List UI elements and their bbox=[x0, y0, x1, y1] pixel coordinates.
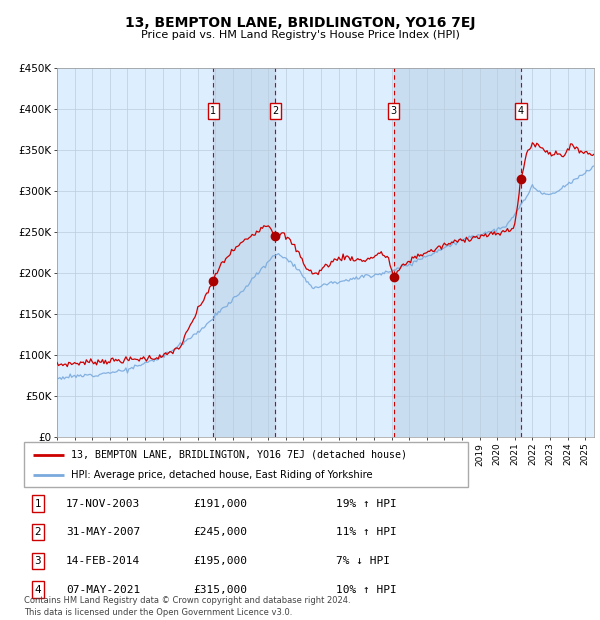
Text: 7% ↓ HPI: 7% ↓ HPI bbox=[337, 556, 391, 566]
Text: 10% ↑ HPI: 10% ↑ HPI bbox=[337, 585, 397, 595]
Text: 1: 1 bbox=[35, 498, 41, 508]
Text: 3: 3 bbox=[391, 106, 397, 116]
Text: £245,000: £245,000 bbox=[193, 527, 247, 538]
Text: 19% ↑ HPI: 19% ↑ HPI bbox=[337, 498, 397, 508]
Text: 1: 1 bbox=[210, 106, 217, 116]
Text: 31-MAY-2007: 31-MAY-2007 bbox=[66, 527, 140, 538]
Bar bbox=[394, 68, 521, 437]
Text: 13, BEMPTON LANE, BRIDLINGTON, YO16 7EJ: 13, BEMPTON LANE, BRIDLINGTON, YO16 7EJ bbox=[125, 16, 475, 30]
Text: 07-MAY-2021: 07-MAY-2021 bbox=[66, 585, 140, 595]
Text: £191,000: £191,000 bbox=[193, 498, 247, 508]
FancyBboxPatch shape bbox=[24, 442, 468, 487]
Text: 3: 3 bbox=[35, 556, 41, 566]
Text: 17-NOV-2003: 17-NOV-2003 bbox=[66, 498, 140, 508]
Text: 4: 4 bbox=[35, 585, 41, 595]
Text: 13, BEMPTON LANE, BRIDLINGTON, YO16 7EJ (detached house): 13, BEMPTON LANE, BRIDLINGTON, YO16 7EJ … bbox=[71, 450, 407, 459]
Text: 2: 2 bbox=[272, 106, 278, 116]
Text: 11% ↑ HPI: 11% ↑ HPI bbox=[337, 527, 397, 538]
Text: £315,000: £315,000 bbox=[193, 585, 247, 595]
Text: Contains HM Land Registry data © Crown copyright and database right 2024.
This d: Contains HM Land Registry data © Crown c… bbox=[24, 596, 350, 617]
Text: 14-FEB-2014: 14-FEB-2014 bbox=[66, 556, 140, 566]
Text: 4: 4 bbox=[518, 106, 524, 116]
Text: HPI: Average price, detached house, East Riding of Yorkshire: HPI: Average price, detached house, East… bbox=[71, 470, 372, 480]
Text: Price paid vs. HM Land Registry's House Price Index (HPI): Price paid vs. HM Land Registry's House … bbox=[140, 30, 460, 40]
Bar bbox=[214, 68, 275, 437]
Text: £195,000: £195,000 bbox=[193, 556, 247, 566]
Text: 2: 2 bbox=[35, 527, 41, 538]
